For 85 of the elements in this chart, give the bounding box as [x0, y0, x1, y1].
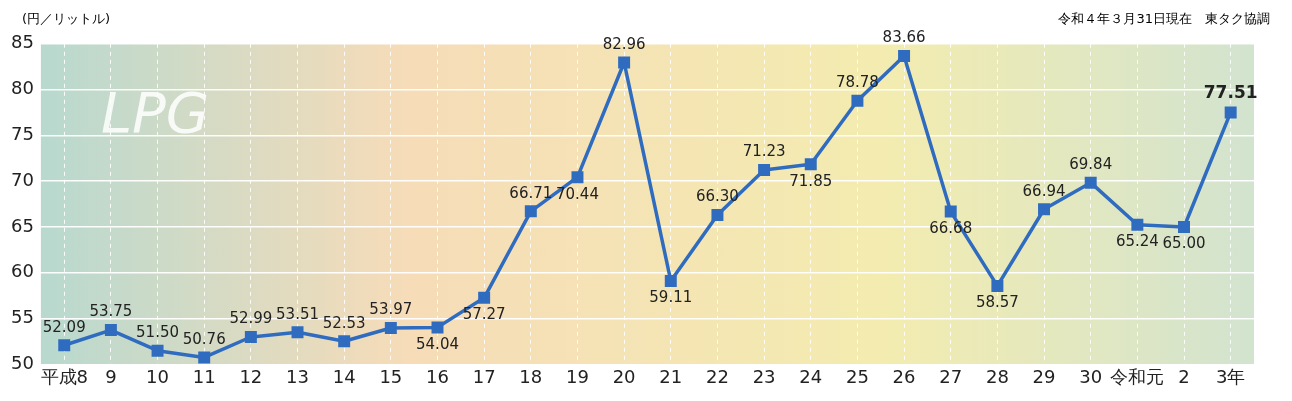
data-label: 71.23	[742, 142, 786, 161]
point	[1131, 218, 1144, 231]
data-label: 82.96	[602, 34, 646, 53]
x-tick-label: 15	[379, 365, 403, 387]
x-tick-label: 17	[472, 365, 496, 387]
x-tick-label: 9	[105, 365, 117, 387]
data-label: 53.75	[89, 302, 133, 321]
point	[338, 335, 351, 348]
data-label: 77.51	[1203, 82, 1258, 103]
x-tick-label: 27	[939, 365, 963, 387]
data-label: 69.84	[1069, 155, 1113, 174]
data-label: 83.66	[882, 28, 926, 47]
x-tick-label: 3年	[1215, 365, 1246, 387]
x-tick-label: 23	[752, 365, 776, 387]
y-axis-title: (円／リットル)	[22, 10, 111, 28]
data-label: 70.44	[555, 184, 599, 203]
x-tick-label: 25	[845, 365, 869, 387]
point	[1178, 221, 1191, 233]
data-label: 65.00	[1162, 234, 1206, 253]
data-label: 59.11	[649, 288, 693, 307]
y-tick-label: 85	[11, 31, 34, 53]
point	[851, 94, 864, 107]
point	[571, 171, 584, 184]
data-label: 53.51	[276, 304, 319, 323]
x-tick-label: 30	[1079, 365, 1103, 387]
data-label: 58.57	[975, 293, 1019, 312]
data-label: 71.85	[789, 171, 833, 190]
data-label: 50.76	[182, 329, 226, 348]
data-label: 51.50	[136, 323, 180, 342]
y-tick-label: 80	[11, 77, 34, 99]
point	[804, 158, 817, 171]
point	[898, 50, 911, 63]
point	[151, 344, 164, 357]
x-tick-label: 平成8	[40, 365, 88, 387]
x-tick-label: 10	[146, 365, 169, 387]
x-tick-label: 28	[985, 365, 1009, 387]
point	[664, 274, 677, 287]
point	[1084, 176, 1097, 189]
data-label: 66.94	[1022, 181, 1066, 200]
x-tick-label: 24	[799, 365, 823, 387]
x-tick-label: 18	[519, 365, 543, 387]
point	[711, 209, 724, 222]
point	[478, 291, 491, 304]
data-label: 65.24	[1115, 232, 1159, 251]
data-label: 54.04	[416, 334, 459, 353]
point	[198, 351, 211, 364]
x-tick-label: 22	[705, 365, 729, 387]
y-tick-label: 60	[11, 260, 34, 282]
x-tick-label: 令和元	[1110, 365, 1165, 387]
x-tick-label: 19	[566, 365, 589, 387]
data-label: 53.97	[369, 300, 413, 319]
point	[758, 163, 771, 176]
y-tick-label: 75	[11, 123, 34, 145]
x-tick-label: 16	[426, 365, 449, 387]
x-tick-label: 12	[239, 365, 263, 387]
x-tick-label: 20	[612, 365, 636, 387]
point	[991, 279, 1004, 292]
point	[524, 205, 537, 218]
x-tick-label: 13	[286, 365, 309, 387]
data-label: 66.71	[509, 183, 553, 202]
x-tick-label: 11	[192, 365, 216, 387]
point	[291, 326, 304, 339]
x-tick-label: 29	[1032, 365, 1056, 387]
x-tick-label: 2	[1178, 365, 1190, 387]
point	[431, 321, 444, 334]
data-label: 52.99	[229, 309, 273, 328]
y-tick-label: 70	[11, 168, 34, 190]
y-tick-label: 55	[11, 306, 34, 328]
point	[618, 56, 631, 69]
point	[104, 324, 117, 337]
x-tick-label: 21	[659, 365, 683, 387]
y-tick-label: 50	[11, 352, 34, 374]
x-tick-label: 26	[892, 365, 916, 387]
text: 令和４年３月31日現在 東タク協調	[1058, 10, 1270, 28]
data-label: 52.53	[322, 313, 366, 332]
data-label: 57.27	[462, 305, 506, 324]
y-tick-label: 65	[11, 214, 34, 236]
data-label: 52.09	[42, 317, 86, 336]
point	[384, 322, 397, 335]
point	[244, 331, 257, 343]
point	[1224, 106, 1237, 119]
point	[58, 339, 71, 352]
x-tick-label: 14	[332, 365, 356, 387]
point	[1038, 203, 1051, 216]
point	[944, 205, 957, 218]
